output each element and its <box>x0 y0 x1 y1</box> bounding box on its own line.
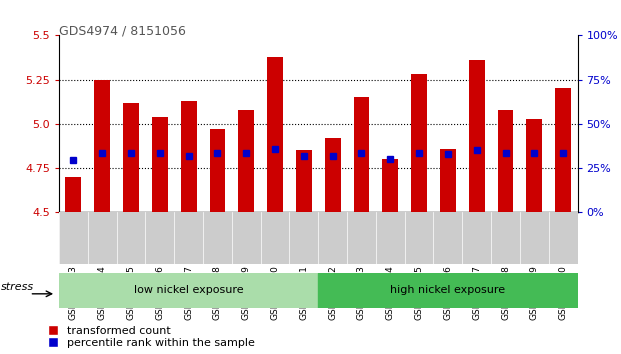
Bar <box>296 150 312 212</box>
Bar <box>152 117 168 212</box>
Bar <box>497 110 514 212</box>
Bar <box>59 273 318 308</box>
Bar <box>65 177 81 212</box>
Bar <box>555 88 571 212</box>
Bar <box>469 60 484 212</box>
Bar <box>325 138 340 212</box>
Bar <box>94 80 110 212</box>
Bar <box>383 159 398 212</box>
Text: high nickel exposure: high nickel exposure <box>391 285 505 295</box>
Text: low nickel exposure: low nickel exposure <box>134 285 243 295</box>
Bar <box>209 129 225 212</box>
Bar <box>181 101 197 212</box>
Text: GDS4974 / 8151056: GDS4974 / 8151056 <box>59 25 186 38</box>
Bar <box>527 119 542 212</box>
Bar <box>123 103 139 212</box>
Bar <box>440 149 456 212</box>
Bar <box>353 97 369 212</box>
Bar <box>411 74 427 212</box>
Bar <box>318 273 578 308</box>
Text: stress: stress <box>1 282 34 292</box>
Bar <box>238 110 254 212</box>
Legend: transformed count, percentile rank within the sample: transformed count, percentile rank withi… <box>49 326 255 348</box>
Bar <box>267 57 283 212</box>
